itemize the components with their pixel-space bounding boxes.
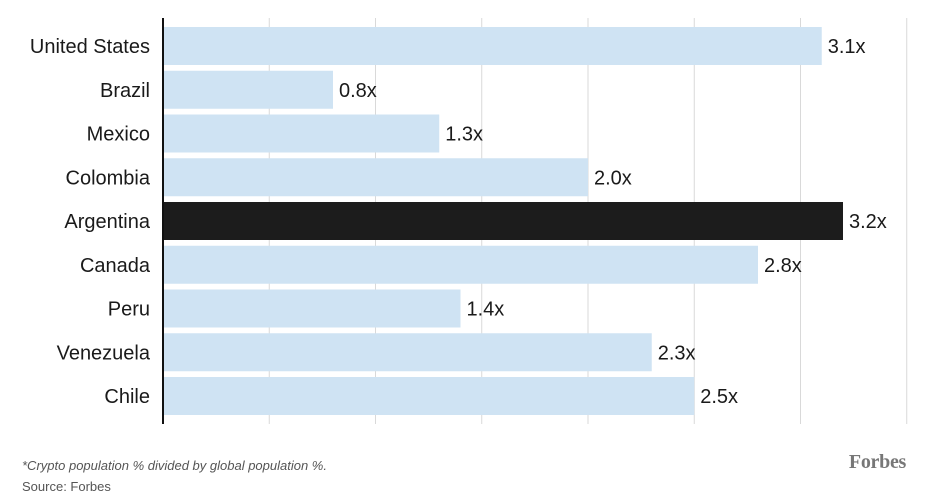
bar	[163, 245, 758, 284]
category-label: Peru	[108, 299, 150, 321]
bars	[163, 27, 843, 415]
bar	[163, 377, 695, 415]
bar-chart: United States Brazil Mexico Colombia Argenti…	[30, 18, 908, 424]
category-label: Mexico	[87, 124, 150, 146]
value-label: 2.3x	[658, 342, 696, 364]
value-label: 2.0x	[594, 167, 632, 189]
source-note: Source: Forbes	[22, 479, 111, 494]
category-label: Argentina	[64, 211, 150, 233]
value-label: 0.8x	[339, 80, 377, 102]
category-label: Colombia	[66, 167, 151, 189]
category-label: Brazil	[100, 80, 150, 102]
value-label: 1.4x	[467, 299, 505, 321]
bar	[163, 333, 652, 372]
forbes-logo: Forbes	[848, 451, 906, 473]
category-label: United States	[30, 36, 150, 58]
category-labels: United States Brazil Mexico Colombia Argenti…	[30, 36, 151, 408]
bar	[163, 202, 843, 240]
value-label: 2.5x	[700, 386, 738, 408]
bar	[163, 70, 333, 109]
value-label: 1.3x	[445, 124, 483, 146]
category-label: Chile	[104, 386, 150, 408]
bar	[163, 289, 461, 328]
value-label: 2.8x	[764, 255, 802, 277]
value-label: 3.1x	[828, 36, 866, 58]
value-labels: 3.1x 0.8x 1.3x 2.0x 3.2x 2.8x 1.4x 2.3x2.5x	[339, 36, 887, 408]
bar	[163, 27, 822, 65]
category-label: Canada	[80, 255, 151, 277]
value-label: 3.2x	[849, 211, 887, 233]
footnote: *Crypto population % divided by global p…	[22, 458, 327, 473]
category-label: Venezuela	[57, 342, 151, 364]
bar	[163, 114, 440, 153]
bar	[163, 158, 588, 197]
